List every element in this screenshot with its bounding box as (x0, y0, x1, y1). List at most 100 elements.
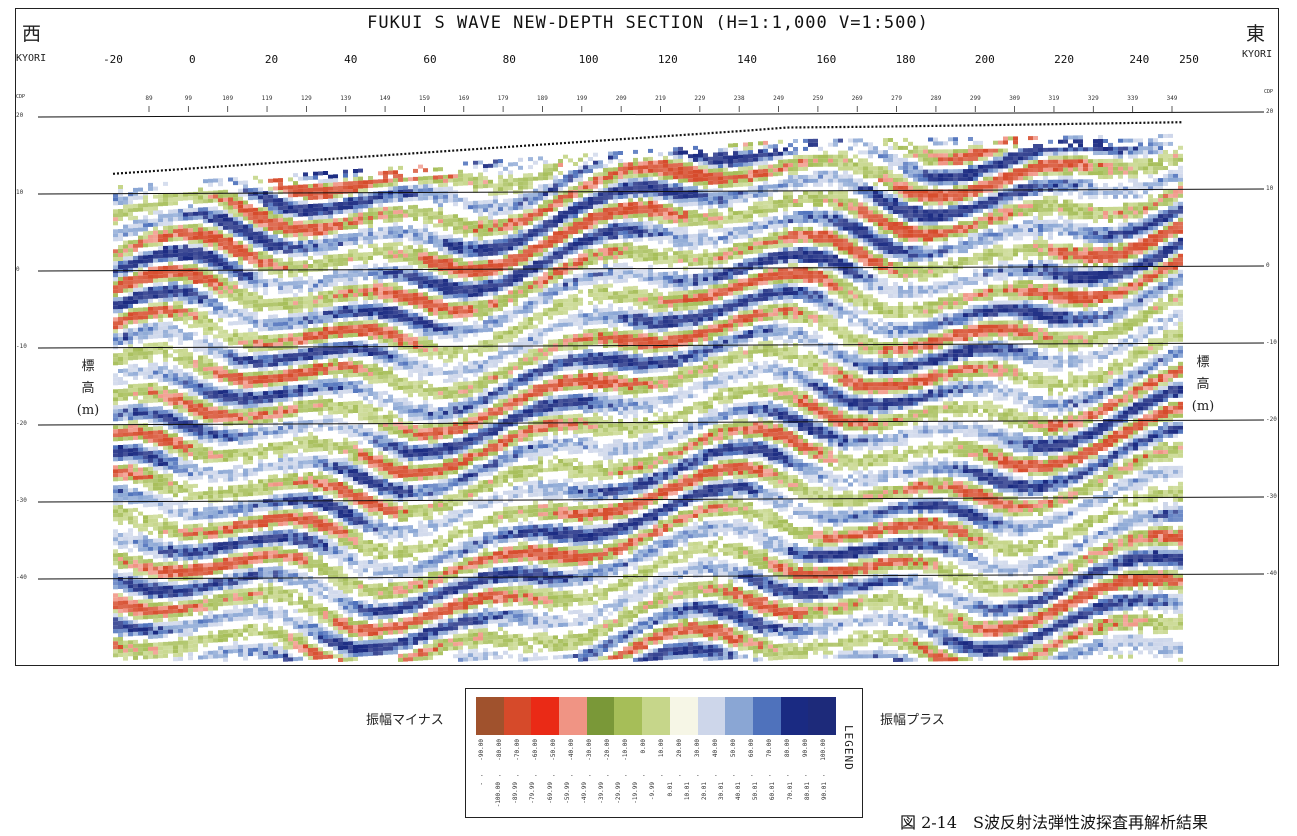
legend-lower-value-13: 20.01 (701, 782, 708, 800)
legend-dash-2: - (516, 772, 520, 779)
legend-swatch-11 (780, 697, 809, 735)
legend-lower-value-3: -79.99 (529, 782, 536, 804)
elev-tick-right-4: -20 (1266, 416, 1277, 423)
legend-dash-7: - (606, 772, 610, 779)
legend-lower-value-4: -69.99 (547, 782, 554, 804)
cdp-tick-2: 109 (222, 95, 233, 102)
legend-upper-value-9: 0.00 (640, 739, 647, 753)
y-axis-label-right: 標 高 (m) (1183, 352, 1223, 418)
kyori-tick-11: 200 (975, 53, 995, 66)
elev-tick-left-5: -30 (16, 497, 27, 504)
legend-upper-value-8: -10.00 (622, 739, 629, 761)
legend-dash-13: - (714, 772, 718, 779)
kyori-tick-10: 180 (896, 53, 916, 66)
cdp-tick-4: 129 (301, 95, 312, 102)
legend-dash-8: - (624, 772, 628, 779)
kyori-tick-1: 0 (189, 53, 196, 66)
legend-dash-10: - (660, 772, 664, 779)
legend-lower-value-9: -19.99 (632, 782, 639, 804)
legend-upper-value-5: -40.00 (568, 739, 575, 761)
legend-dash-18: - (804, 772, 808, 779)
kyori-tick-7: 120 (658, 53, 678, 66)
legend-upper-value-14: 50.00 (730, 739, 737, 757)
kyori-tick-9: 160 (816, 53, 836, 66)
legend-upper-value-6: -30.00 (586, 739, 593, 761)
east-label: 東 (1246, 19, 1265, 46)
legend-title: LEGEND (842, 725, 855, 771)
legend-swatch-2 (531, 697, 560, 735)
legend-dash-14: - (732, 772, 736, 779)
legend-dash-11: - (678, 772, 682, 779)
legend-upper-value-4: -50.00 (550, 739, 557, 761)
cdp-tick-17: 259 (812, 95, 823, 102)
y-axis-label-left-3: (m) (68, 400, 108, 422)
legend-lower-value-6: -49.99 (581, 782, 588, 804)
elev-tick-right-3: -10 (1266, 339, 1277, 346)
gridline-0 (37, 111, 1265, 118)
gridline-6 (37, 573, 1265, 580)
cdp-tick-marks (148, 106, 1173, 112)
figure-caption: 図 2-14 S波反射法弾性波探査再解析結果 (900, 809, 1208, 833)
kyori-tick-6: 100 (579, 53, 599, 66)
legend-dash-1: - (498, 772, 502, 779)
kyori-tick-5: 80 (503, 53, 516, 66)
legend-lower-value-14: 30.01 (718, 782, 725, 800)
kyori-tick-13: 240 (1129, 53, 1149, 66)
legend-dash-17: - (786, 772, 790, 779)
cdp-tick-20: 289 (931, 95, 942, 102)
gridline-5 (37, 496, 1265, 503)
legend-upper-value-11: 20.00 (676, 739, 683, 757)
legend-upper-value-2: -70.00 (514, 739, 521, 761)
legend-lower-value-5: -59.99 (564, 782, 571, 804)
legend-dash-16: - (768, 772, 772, 779)
legend-dash-12: - (696, 772, 700, 779)
elev-tick-right-5: -30 (1266, 493, 1277, 500)
legend-dash-0: - (480, 772, 484, 779)
legend-lower-value-15: 40.01 (735, 782, 742, 800)
kyori-tick-12: 220 (1054, 53, 1074, 66)
legend-lower-value-7: -39.99 (598, 782, 605, 804)
legend-lower-value-8: -29.99 (615, 782, 622, 804)
cdp-tick-16: 249 (773, 95, 784, 102)
legend-swatch-1 (503, 697, 532, 735)
amplitude-field (113, 133, 1183, 662)
gridline-2 (37, 265, 1265, 272)
legend-lower-value-18: 70.01 (787, 782, 794, 800)
cdp-tick-21: 299 (970, 95, 981, 102)
y-axis-label-right-1: 標 (1183, 352, 1223, 374)
legend-lower-value-19: 80.01 (804, 782, 811, 800)
cdp-tick-9: 179 (498, 95, 509, 102)
cdp-tick-6: 149 (380, 95, 391, 102)
legend-dash-9: - (642, 772, 646, 779)
legend-lower-value-16: 50.01 (752, 782, 759, 800)
legend-lower-value-10: -9.99 (649, 782, 656, 800)
legend-dash-5: - (570, 772, 574, 779)
legend-upper-value-12: 30.00 (694, 739, 701, 757)
elev-tick-right-2: 0 (1266, 262, 1270, 269)
cdp-tick-26: 349 (1167, 95, 1178, 102)
gridline-1 (37, 188, 1265, 195)
chart-title: FUKUI S WAVE NEW-DEPTH SECTION (H=1:1,00… (16, 13, 1280, 33)
cdp-tick-13: 219 (655, 95, 666, 102)
legend-lower-value-1: -100.00 (495, 782, 502, 807)
elev-tick-left-6: -40 (16, 574, 27, 581)
kyori-tick-8: 140 (737, 53, 757, 66)
legend-lower-value-11: 0.01 (667, 782, 674, 796)
cdp-tick-10: 189 (537, 95, 548, 102)
gridline-3 (37, 342, 1265, 349)
legend-upper-value-10: 10.00 (658, 739, 665, 757)
cdp-tick-1: 99 (185, 95, 192, 102)
elev-tick-left-2: 0 (16, 266, 20, 273)
cdp-tick-24: 329 (1088, 95, 1099, 102)
y-axis-label-right-2: 高 (1183, 374, 1223, 396)
section-frame: FUKUI S WAVE NEW-DEPTH SECTION (H=1:1,00… (15, 8, 1279, 666)
elev-tick-right-6: -40 (1266, 570, 1277, 577)
legend-minus-label: 振幅マイナス (366, 709, 444, 728)
elevation-gridlines (37, 111, 1265, 580)
legend-lower-value-12: 10.01 (684, 782, 691, 800)
elev-tick-left-4: -20 (16, 420, 27, 427)
elev-tick-left-1: 10 (16, 189, 23, 196)
legend-upper-value-16: 70.00 (766, 739, 773, 757)
legend-lower-value-2: -89.99 (512, 782, 519, 804)
cdp-tick-3: 119 (262, 95, 273, 102)
